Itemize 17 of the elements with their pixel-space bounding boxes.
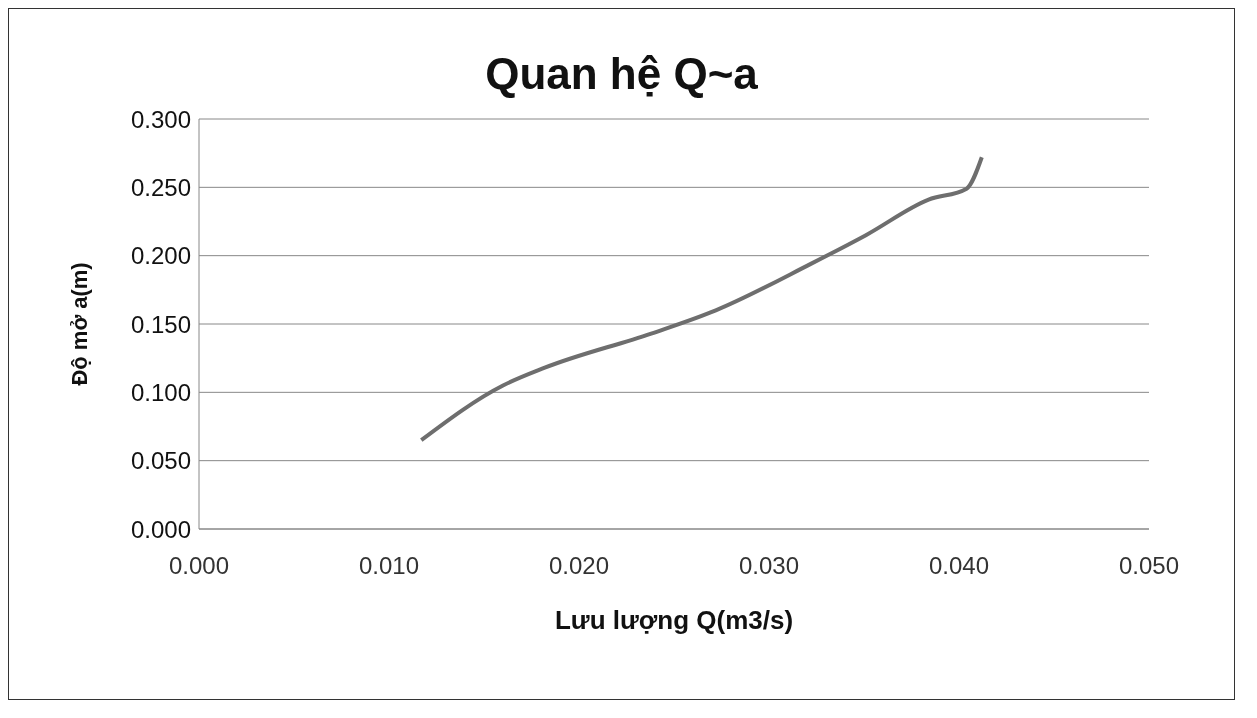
y-tick-label: 0.150 [130, 310, 191, 338]
x-tick-label: 0.030 [738, 552, 800, 580]
x-tick-label: 0.020 [548, 552, 610, 580]
x-tick-label: 0.010 [358, 552, 420, 580]
x-tick-label: 0.040 [928, 552, 990, 580]
y-tick-label: 0.200 [130, 242, 191, 270]
x-axis-title: Lưu lượng Q(m3/s) [554, 605, 794, 635]
y-axis-title: Độ mở a(m) [66, 262, 92, 386]
chart-title: Quan hệ Q~a [484, 48, 759, 99]
x-tick-label: 0.000 [168, 552, 230, 580]
x-tick-label: 0.050 [1118, 552, 1180, 580]
y-tick-label: 0.300 [130, 105, 191, 133]
y-tick-label: 0.250 [130, 173, 191, 201]
y-tick-label: 0.000 [130, 515, 191, 543]
y-tick-label: 0.050 [130, 447, 191, 475]
y-tick-label: 0.100 [130, 378, 191, 406]
line-series [419, 155, 984, 443]
